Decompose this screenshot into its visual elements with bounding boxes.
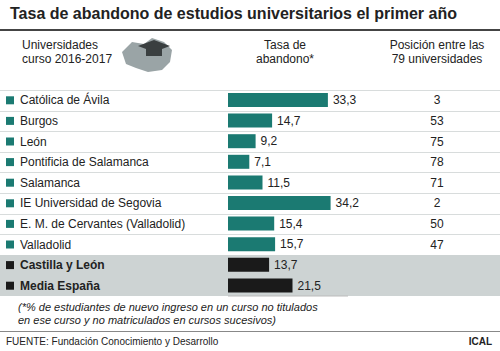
- svg-text:11,5: 11,5: [268, 176, 291, 190]
- svg-text:Burgos: Burgos: [20, 114, 58, 128]
- svg-text:9,2: 9,2: [261, 134, 278, 148]
- svg-text:7,1: 7,1: [254, 155, 271, 169]
- html-text:Tasa de: Tasa de: [264, 38, 306, 52]
- svg-text:León: León: [20, 135, 47, 149]
- svg-text:13,7: 13,7: [274, 258, 298, 272]
- svg-text:50: 50: [430, 217, 444, 231]
- svg-text:Castilla y León: Castilla y León: [20, 258, 105, 272]
- html-text:Tasa de abandono de estudios u: Tasa de abandono de estudios universitar…: [10, 5, 457, 22]
- html-text:Posición entre las: Posición entre las: [389, 38, 485, 52]
- html-text:Universidades: Universidades: [22, 38, 98, 52]
- svg-text:IE Universidad de Segovia: IE Universidad de Segovia: [20, 196, 162, 210]
- html-text:en ese curso y no matriculados: en ese curso y no matriculados en cursos…: [18, 314, 276, 326]
- svg-text:Media España: Media España: [20, 279, 100, 293]
- html-text:ICAL: ICAL: [468, 336, 492, 347]
- html-text:abandono*: abandono*: [256, 52, 314, 66]
- svg-text:21,5: 21,5: [298, 279, 322, 293]
- html-text:FUENTE: Fundación Conocimiento: FUENTE: Fundación Conocimiento y Desarro…: [6, 336, 219, 347]
- html-text:curso 2016-2017: curso 2016-2017: [22, 52, 113, 66]
- svg-text:33,3: 33,3: [333, 93, 357, 107]
- svg-text:75: 75: [430, 135, 444, 149]
- svg-text:E. M. de Cervantes (Valladolid: E. M. de Cervantes (Valladolid): [20, 217, 185, 231]
- svg-text:Valladolid: Valladolid: [20, 238, 71, 252]
- svg-text:14,7: 14,7: [277, 114, 301, 128]
- svg-text:71: 71: [430, 176, 444, 190]
- svg-text:47: 47: [430, 238, 444, 252]
- svg-text:53: 53: [430, 114, 444, 128]
- svg-text:Católica de Ávila: Católica de Ávila: [20, 92, 110, 107]
- svg-text:15,7: 15,7: [280, 237, 304, 251]
- svg-text:15,4: 15,4: [279, 217, 303, 231]
- svg-text:Salamanca: Salamanca: [20, 176, 80, 190]
- svg-text:Pontificia de Salamanca: Pontificia de Salamanca: [20, 155, 149, 169]
- html-text:(*% de estudiantes de nuevo in: (*% de estudiantes de nuevo ingreso en u…: [18, 301, 318, 313]
- svg-text:3: 3: [434, 93, 441, 107]
- svg-text:2: 2: [434, 196, 441, 210]
- svg-text:78: 78: [430, 155, 444, 169]
- svg-text:34,2: 34,2: [336, 196, 360, 210]
- html-text:79 universidades: 79 universidades: [391, 52, 483, 66]
